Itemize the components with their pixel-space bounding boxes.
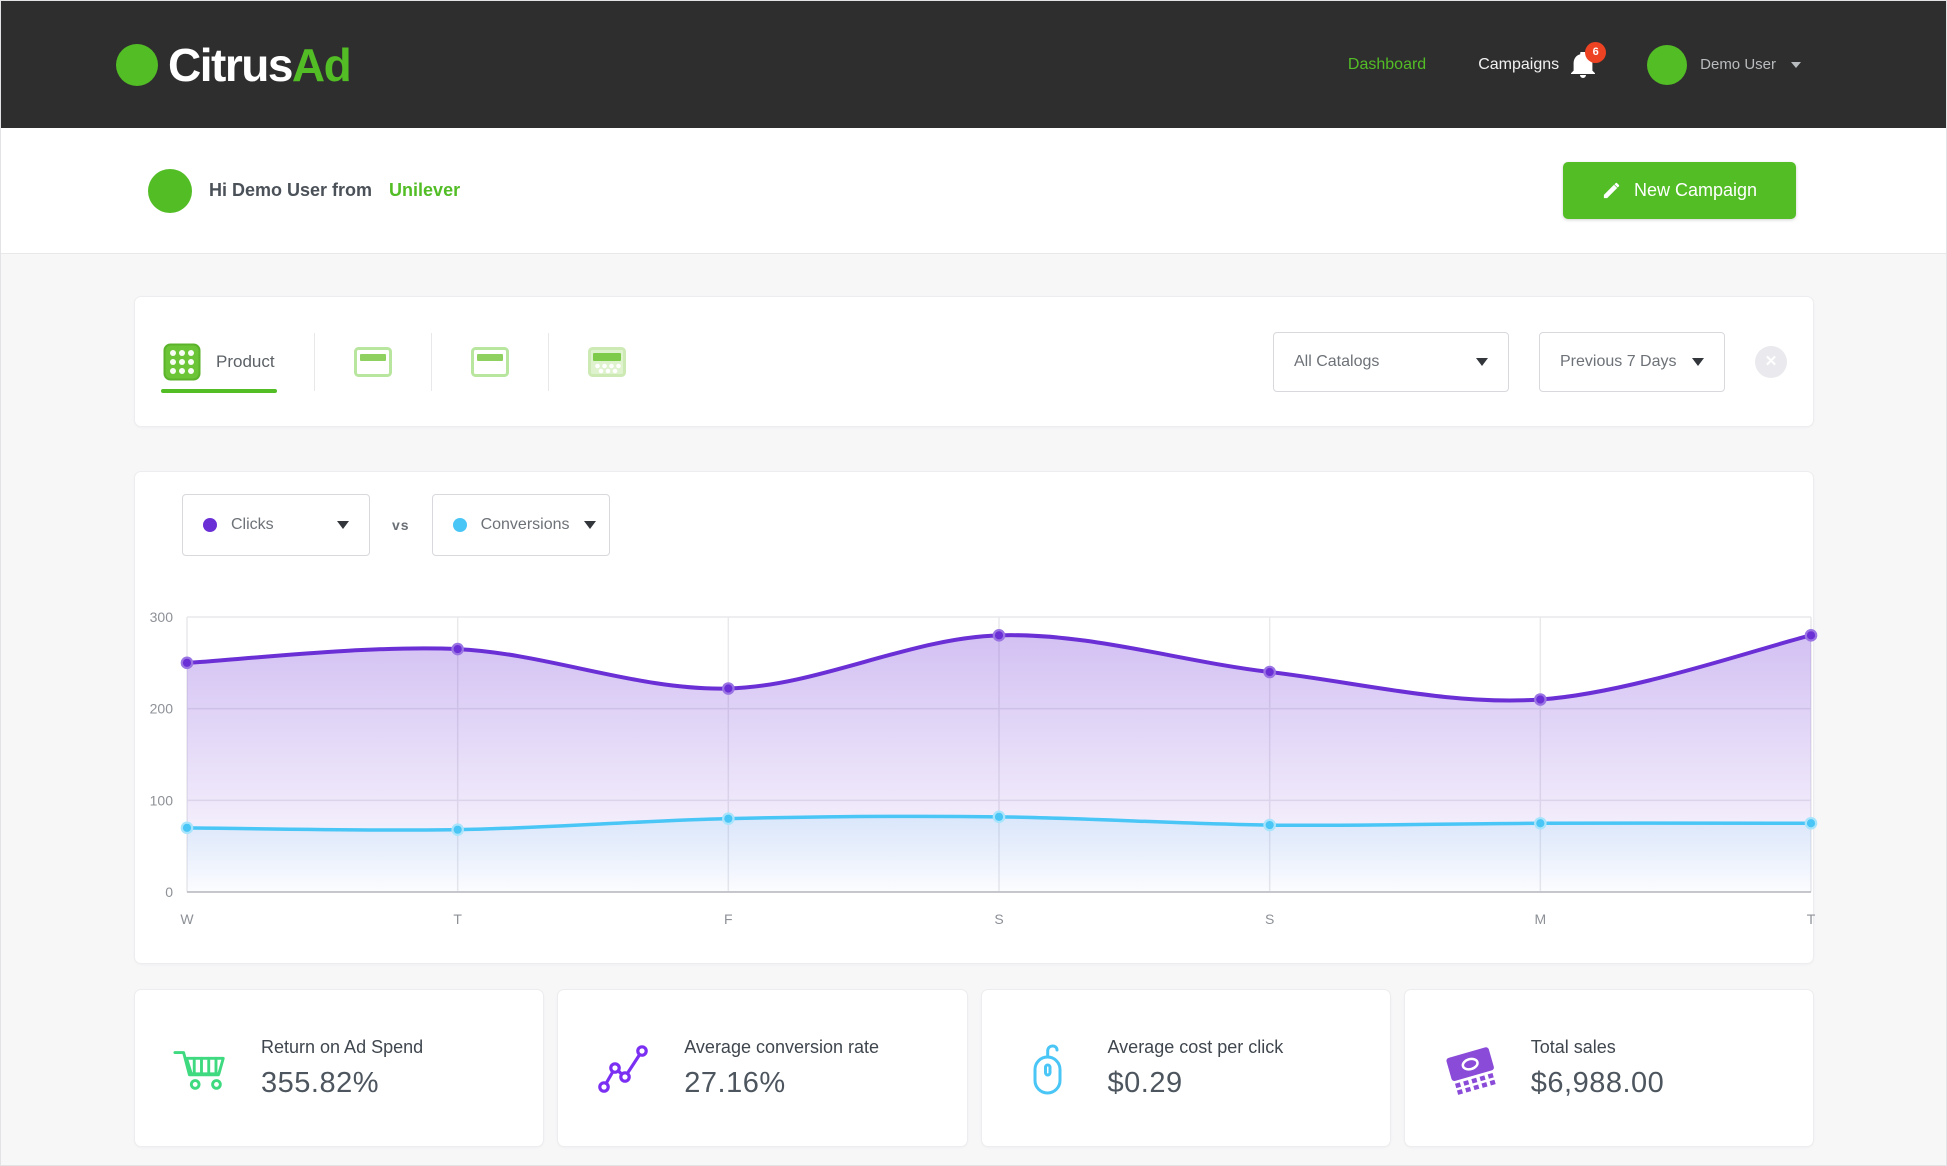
user-avatar	[1647, 44, 1688, 85]
svg-text:T: T	[1807, 911, 1816, 927]
money-icon	[1441, 1041, 1501, 1095]
cart-icon	[171, 1042, 231, 1094]
brand-name: CitrusAd	[168, 38, 352, 91]
notification-badge: 6	[1585, 41, 1607, 63]
clicks-vs-conversions-chart: W T F S S M T 0 100 200 300	[135, 472, 1818, 963]
stat-value: 27.16%	[684, 1066, 786, 1099]
banner-ad-icon	[470, 346, 509, 377]
tab-product[interactable]: Product	[161, 297, 277, 426]
stat-card-roas: Return on Ad Spend 355.82%	[134, 989, 545, 1147]
stat-label: Return on Ad Spend	[261, 1036, 424, 1057]
metric-b-select[interactable]: Conversions	[431, 494, 610, 556]
date-range-value: Previous 7 Days	[1560, 352, 1677, 370]
nav-item-campaigns[interactable]: Campaigns 6	[1478, 41, 1607, 78]
trend-icon	[594, 1042, 654, 1094]
brand-dot-icon	[116, 43, 158, 86]
nav-campaigns-label: Campaigns	[1478, 55, 1560, 73]
chevron-down-icon	[1476, 357, 1488, 366]
svg-text:S: S	[1265, 911, 1274, 927]
greeting-text: Hi Demo User from	[209, 180, 373, 200]
tab-divider	[313, 332, 315, 391]
catalog-select[interactable]: All Catalogs	[1273, 331, 1509, 392]
stat-value: 355.82%	[261, 1066, 379, 1099]
svg-text:300: 300	[150, 609, 174, 625]
chevron-down-icon	[1791, 61, 1801, 68]
company-name: Unilever	[389, 180, 461, 200]
user-name: Demo User	[1700, 56, 1776, 73]
nav-item-dashboard[interactable]: Dashboard	[1347, 55, 1427, 73]
greeting-avatar	[148, 168, 192, 213]
brand-name-primary: Citrus	[168, 38, 293, 91]
tab-banner-products[interactable]	[586, 297, 628, 426]
new-campaign-label: New Campaign	[1633, 180, 1758, 200]
new-campaign-button[interactable]: New Campaign	[1563, 162, 1796, 219]
stat-value: $0.29	[1107, 1066, 1183, 1099]
tab-banner-2[interactable]	[469, 297, 511, 426]
stat-card-cpc: Average cost per click $0.29	[980, 989, 1391, 1147]
filters: All Catalogs Previous 7 Days ✕	[1273, 331, 1787, 392]
svg-text:0: 0	[165, 884, 173, 900]
stat-label: Average conversion rate	[684, 1036, 880, 1057]
stat-card-conversion-rate: Average conversion rate 27.16%	[557, 989, 968, 1147]
tab-divider	[547, 332, 549, 391]
brand-logo[interactable]: CitrusAd	[116, 38, 352, 91]
stat-text: Total sales $6,988.00	[1531, 1037, 1665, 1100]
tab-divider	[430, 332, 432, 391]
metric-b-value: Conversions	[480, 516, 570, 533]
svg-text:M: M	[1534, 911, 1546, 927]
top-nav-bar: CitrusAd Dashboard Campaigns 6 Demo User	[1, 1, 1946, 128]
header-nav: Dashboard Campaigns 6 Demo User	[1347, 41, 1801, 85]
metric-a-select[interactable]: Clicks	[182, 494, 370, 556]
svg-text:T: T	[453, 911, 462, 927]
ad-type-tabs: Product	[161, 297, 628, 426]
clicks-dot-icon	[203, 518, 217, 532]
tab-banner-1[interactable]	[352, 297, 394, 426]
ad-type-toolbar: Product	[134, 296, 1814, 427]
chart-legend: Clicks vs Conversions	[182, 494, 610, 556]
banner-ad-icon	[353, 346, 392, 377]
stat-value: $6,988.00	[1530, 1066, 1665, 1099]
stat-label: Total sales	[1530, 1036, 1616, 1057]
mouse-icon	[1018, 1040, 1078, 1096]
svg-text:F: F	[724, 911, 733, 927]
brand-name-secondary: Ad	[291, 38, 352, 91]
stat-text: Average cost per click $0.29	[1108, 1037, 1284, 1100]
date-range-select[interactable]: Previous 7 Days	[1539, 331, 1725, 392]
stat-card-total-sales: Total sales $6,988.00	[1403, 989, 1814, 1147]
vs-label: vs	[392, 517, 410, 533]
chevron-down-icon	[583, 521, 596, 529]
chevron-down-icon	[1692, 357, 1704, 366]
tab-product-label: Product	[216, 351, 275, 371]
stat-text: Return on Ad Spend 355.82%	[261, 1037, 423, 1100]
greeting: Hi Demo User from Unilever	[148, 168, 461, 213]
pencil-icon	[1603, 182, 1620, 199]
chevron-down-icon	[337, 521, 349, 529]
svg-text:W: W	[180, 911, 194, 927]
svg-text:100: 100	[150, 792, 174, 808]
svg-text:S: S	[994, 911, 1003, 927]
catalog-select-value: All Catalogs	[1294, 352, 1380, 370]
welcome-bar: Hi Demo User from Unilever New Campaign	[1, 128, 1946, 254]
stat-label: Average cost per click	[1107, 1036, 1284, 1057]
bell-icon[interactable]: 6	[1571, 41, 1607, 78]
clear-filters-button[interactable]: ✕	[1755, 345, 1787, 378]
metric-a-value: Clicks	[231, 516, 274, 533]
conversions-dot-icon	[452, 518, 467, 532]
product-grid-icon	[163, 343, 201, 380]
stats-row: Return on Ad Spend 355.82% Average conve…	[134, 989, 1814, 1147]
banner-with-products-icon	[587, 346, 626, 377]
svg-text:200: 200	[150, 701, 174, 717]
metrics-chart-card: Clicks vs Conversions W T F S S M T 0 100 200 300	[134, 471, 1818, 964]
stat-text: Average conversion rate 27.16%	[684, 1037, 879, 1100]
close-icon: ✕	[1764, 353, 1778, 370]
user-menu[interactable]: Demo User	[1647, 44, 1801, 85]
